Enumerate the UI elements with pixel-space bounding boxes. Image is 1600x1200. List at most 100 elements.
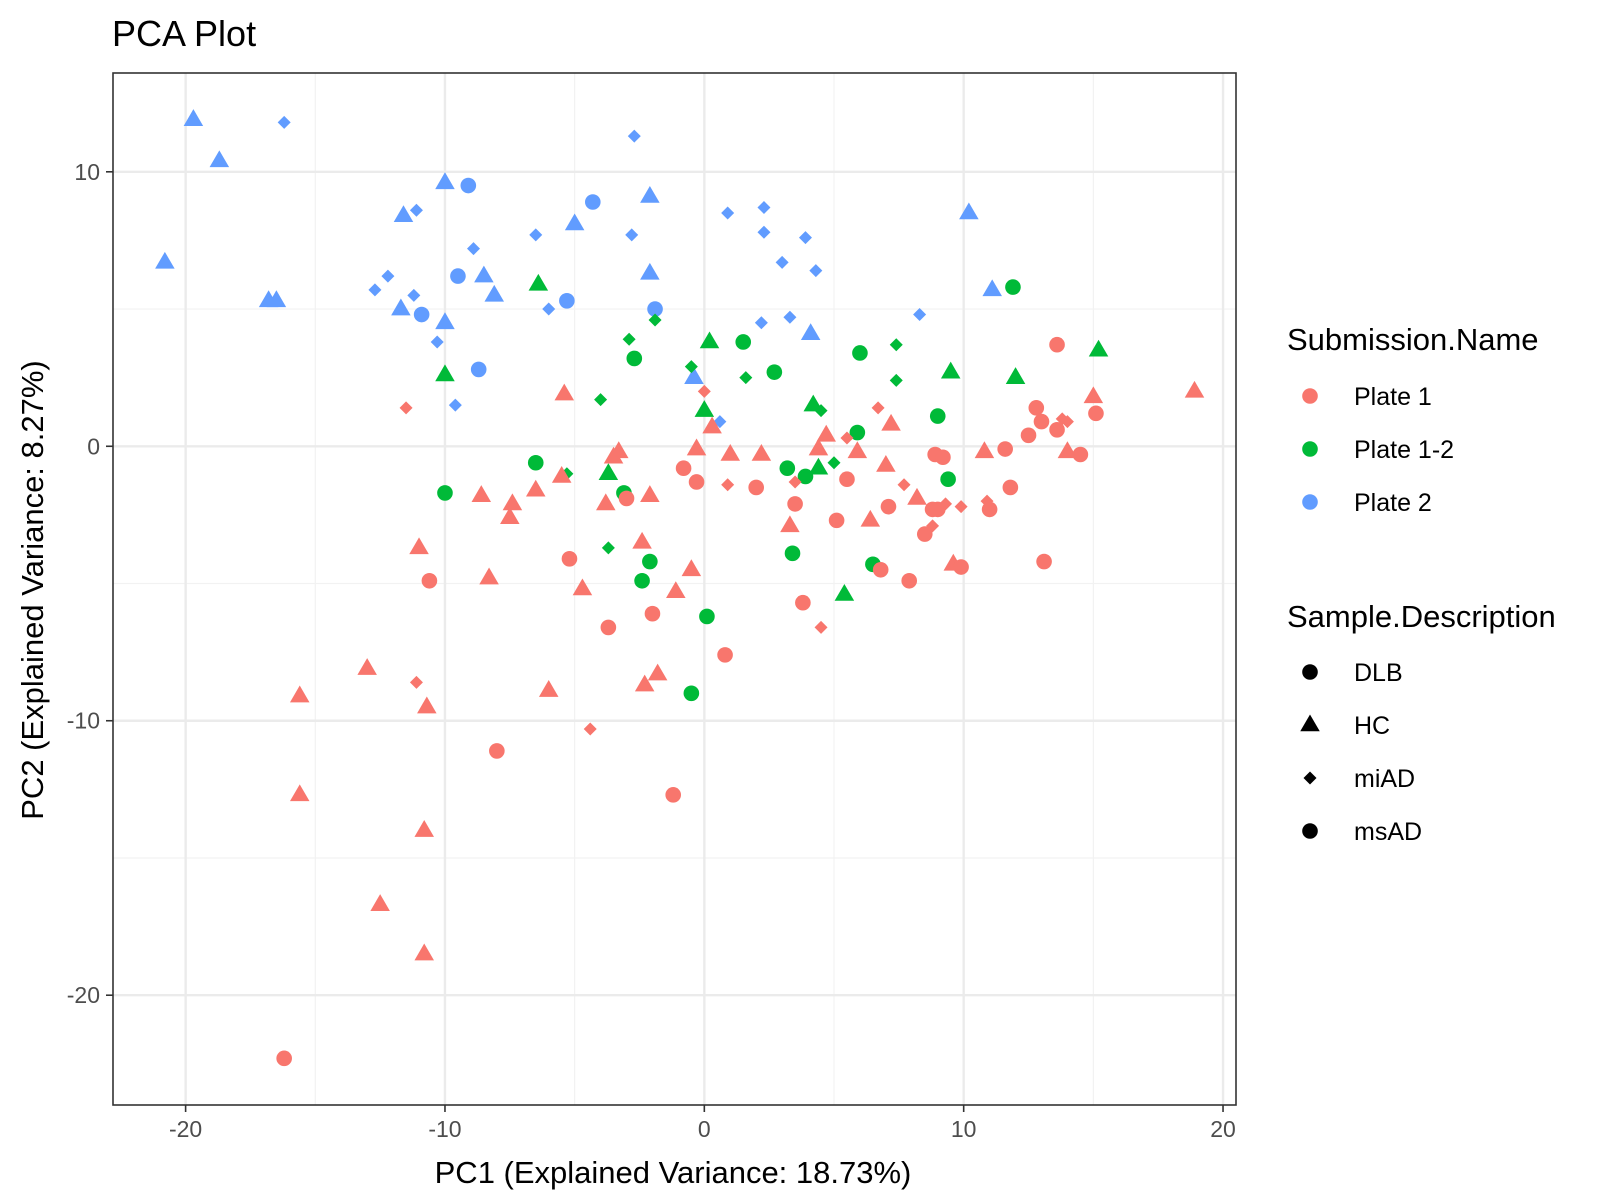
data-point-diamond (840, 431, 854, 445)
data-point-triangle (1083, 386, 1104, 404)
x-axis-title: PC1 (Explained Variance: 18.73%) (435, 1155, 912, 1190)
data-point-diamond (407, 288, 421, 302)
data-point-diamond (277, 115, 291, 129)
data-point-circle (779, 460, 796, 477)
data-point-triangle (808, 438, 829, 456)
data-point-circle (784, 545, 801, 562)
data-point-circle (1036, 553, 1052, 570)
data-point-triangle (551, 465, 572, 483)
data-point-circle (935, 449, 951, 466)
data-point-circle (735, 334, 752, 350)
data-point-circle (748, 479, 764, 496)
data-point-circle (470, 361, 487, 378)
data-point-triangle (940, 361, 961, 379)
data-point-triangle (598, 463, 619, 481)
data-point-circle (901, 572, 918, 589)
data-point-diamond (684, 360, 698, 374)
data-point-circle (852, 345, 868, 361)
data-point-triangle (357, 658, 377, 675)
data-point-triangle (666, 581, 686, 599)
legend-shape-label: HC (1354, 712, 1390, 740)
data-point-diamond (788, 475, 802, 489)
data-point-circle (460, 177, 477, 194)
y-tick-label: 0 (87, 433, 100, 459)
data-point-circle (699, 608, 715, 625)
data-point-triangle (974, 441, 995, 459)
data-point-circle (559, 293, 575, 309)
axes: -20 -10 0 10 20 -20 -10 0 10 (67, 159, 1236, 1142)
legend-color-label: Plate 1 (1354, 383, 1432, 411)
data-point-diamond (721, 206, 735, 220)
data-point-triangle (982, 279, 1002, 297)
data-point-circle (561, 551, 578, 567)
data-point-triangle (808, 457, 829, 475)
data-point-triangle (155, 251, 175, 269)
data-point-diamond (601, 541, 615, 555)
data-point-diamond (430, 335, 444, 349)
data-point-circle (585, 194, 601, 210)
data-point-circle (797, 468, 814, 485)
data-point-triangle (474, 265, 494, 283)
data-point-diamond (368, 283, 382, 297)
data-point-diamond (542, 302, 556, 316)
data-point-triangle (686, 438, 707, 456)
data-point-triangle (209, 150, 230, 168)
data-point-triangle (266, 290, 287, 308)
data-point-triangle (816, 424, 836, 442)
legend-submission-title: Submission.Name (1287, 322, 1539, 357)
data-point-triangle (1088, 339, 1109, 357)
data-point-circle (787, 496, 803, 512)
data-point-diamond (409, 203, 423, 217)
data-point-triangle (596, 493, 616, 511)
data-point-triangle (699, 331, 720, 349)
data-point-circle (953, 559, 969, 575)
data-point-diamond (809, 264, 823, 278)
data-point-triangle (847, 441, 868, 459)
x-tick-label: -20 (169, 1116, 202, 1142)
data-point-triangle (409, 537, 429, 555)
data-point-circle (450, 268, 466, 284)
data-point-circle (1002, 479, 1019, 496)
data-point-circle (618, 490, 635, 507)
data-point-triangle (681, 559, 702, 577)
data-point-diamond (625, 228, 639, 242)
data-point-triangle (603, 446, 624, 464)
data-point-circle (489, 743, 505, 759)
data-point-triangle (694, 400, 715, 417)
data-point-diamond (594, 393, 608, 407)
legend-color-key (1302, 494, 1318, 510)
data-point-circle (600, 619, 617, 636)
data-point-diamond (775, 255, 789, 269)
data-point-diamond (399, 401, 413, 415)
data-point-triangle (684, 367, 704, 384)
data-point-triangle (876, 454, 896, 472)
data-point-triangle (528, 273, 549, 291)
data-point-diamond (889, 338, 903, 352)
data-point-circle (872, 561, 889, 578)
data-point-circle (828, 512, 845, 529)
data-point-diamond (757, 200, 771, 214)
data-point-triangle (907, 487, 927, 505)
data-point-diamond (409, 675, 423, 689)
data-point-circle (880, 498, 897, 515)
data-point-triangle (484, 284, 505, 302)
data-point-circle (644, 605, 661, 622)
data-point-diamond (814, 620, 828, 634)
data-point-circle (665, 787, 682, 803)
data-point-diamond (889, 373, 903, 387)
data-point-diamond (827, 456, 841, 470)
data-point-diamond (754, 316, 768, 330)
data-point-triangle (435, 312, 455, 330)
data-point-diamond (913, 308, 927, 322)
data-point-circle (1049, 422, 1065, 438)
x-tick-label: 0 (698, 1116, 711, 1142)
data-point-triangle (414, 943, 434, 961)
data-point-diamond (627, 129, 641, 143)
chart-title: PCA Plot (112, 13, 256, 54)
data-point-triangle (417, 696, 437, 714)
data-point-circle (929, 408, 946, 424)
data-point-triangle (502, 493, 523, 511)
data-point-diamond (721, 478, 735, 492)
data-point-triangle (959, 202, 979, 220)
